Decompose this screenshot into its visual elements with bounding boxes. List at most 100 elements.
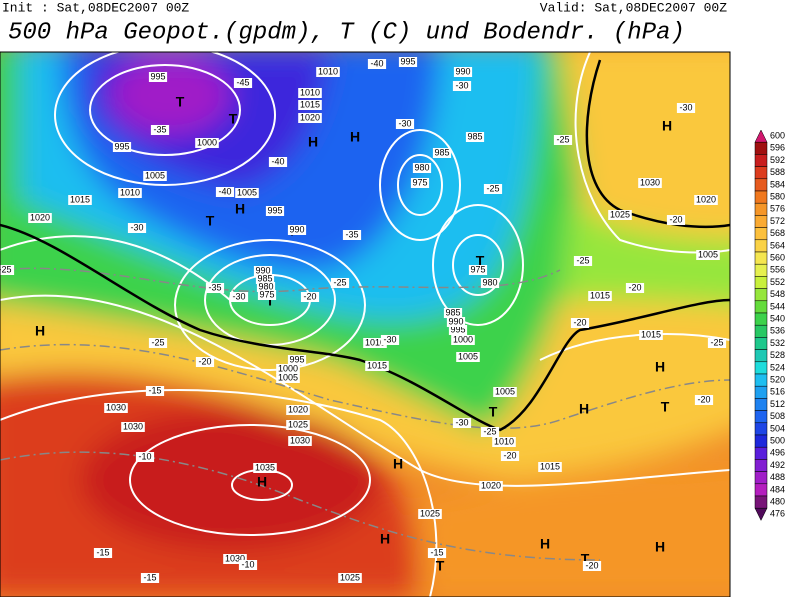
temperature-label-box xyxy=(553,135,573,145)
isobar-label: 985 xyxy=(257,273,272,283)
temperature-label: -15 xyxy=(96,547,109,557)
isobar-label: 980 xyxy=(414,162,429,172)
isobar-label: 995 xyxy=(150,71,165,81)
colorbar-label: 576 xyxy=(770,204,785,214)
temperature-label-box xyxy=(452,81,472,91)
temperature-label-box xyxy=(480,427,500,437)
colorbar-cell xyxy=(754,385,768,399)
colorbar-label: 580 xyxy=(770,191,785,201)
pressure-center: H xyxy=(350,129,360,145)
isobar-label-box xyxy=(104,403,128,413)
isobar-label-box xyxy=(468,265,488,275)
temperature-label: -10 xyxy=(241,559,254,569)
colorbar-label: 476 xyxy=(770,509,785,519)
isobar-label-box xyxy=(432,148,452,158)
isobar-label: 1035 xyxy=(255,462,275,472)
colorbar-label: 572 xyxy=(770,216,785,226)
colorbar-cell xyxy=(754,178,768,192)
colorbar-label: 516 xyxy=(770,387,785,397)
isobar-label-box xyxy=(257,290,277,300)
isobar-label-box xyxy=(265,206,285,216)
isobar-label: 980 xyxy=(258,281,273,291)
isobar-label-box xyxy=(492,437,516,447)
isobar-label: 990 xyxy=(455,66,470,76)
colorbar-cell xyxy=(754,215,768,228)
temperature-label: -20 xyxy=(303,291,316,301)
colorbar-label: 504 xyxy=(770,423,785,433)
isobar-label-box xyxy=(287,355,307,365)
isobar-label-box xyxy=(148,72,168,82)
temperature-label: -25 xyxy=(486,183,499,193)
colorbar-cell xyxy=(754,154,768,167)
colorbar-cell xyxy=(754,324,768,338)
init-time: Init : Sat,08DEC2007 00Z xyxy=(2,0,189,15)
isobar-label-box xyxy=(287,225,307,235)
isobar-label: 1020 xyxy=(481,480,501,490)
temperature-label-box xyxy=(500,451,520,461)
isobar-label-box xyxy=(316,67,340,77)
temperature-label-box xyxy=(140,573,160,583)
pressure-center: T xyxy=(489,404,498,420)
isobar-label-box xyxy=(398,57,418,67)
isobar-label-box xyxy=(448,325,468,335)
pressure-center: H xyxy=(308,134,318,150)
pressure-center: H xyxy=(540,536,550,552)
colorbar-cap xyxy=(754,129,768,143)
isobar-label: 1015 xyxy=(300,99,320,109)
isobar-label: 1015 xyxy=(590,290,610,300)
colorbar-cell xyxy=(754,251,768,265)
isobar-label: 1005 xyxy=(278,372,298,382)
colorbar-cell xyxy=(754,190,768,204)
temperature-label: -30 xyxy=(398,118,411,128)
temperature-label-box xyxy=(380,335,400,345)
colorbar-label: 500 xyxy=(770,435,785,445)
isobar-label-box xyxy=(253,463,277,473)
pressure-center: H xyxy=(257,474,267,490)
isobar-label: 1015 xyxy=(641,329,661,339)
temperature-label-box xyxy=(330,278,350,288)
isobar-label: 1005 xyxy=(458,351,478,361)
colorbar-cell xyxy=(754,483,768,497)
colorbar-label: 488 xyxy=(770,472,785,482)
colorbar-cell xyxy=(754,471,768,485)
pressure-center: T xyxy=(266,293,275,309)
pressure-center: T xyxy=(476,253,485,269)
isobar-label: 1005 xyxy=(495,386,515,396)
colorbar-label: 528 xyxy=(770,350,785,360)
pressure-center: H xyxy=(655,359,665,375)
contour-552 xyxy=(0,223,730,432)
isobar-label-box xyxy=(696,250,720,260)
isobar-label: 1005 xyxy=(145,170,165,180)
temperature-label-box xyxy=(0,265,15,275)
isobar-label-box xyxy=(298,113,322,123)
isobar-label: 1025 xyxy=(288,419,308,429)
temperature-label-box xyxy=(215,187,235,197)
isobar-label-box xyxy=(480,278,500,288)
isobar-label: 1015 xyxy=(367,360,387,370)
isobar-label: 1015 xyxy=(540,461,560,471)
isobar-label-box xyxy=(493,387,517,397)
temperature-label: -30 xyxy=(383,334,396,344)
isobar-label: 990 xyxy=(289,224,304,234)
contour-552-east xyxy=(585,59,730,229)
map-labels: HHHHHHHHHHHHTTTTTTTTTT995995100010051010… xyxy=(0,56,727,583)
temperature-label-box xyxy=(300,292,320,302)
colorbar-label: 492 xyxy=(770,460,785,470)
colorbar-label: 536 xyxy=(770,326,785,336)
isobar-label-box xyxy=(588,291,612,301)
colorbar-cell xyxy=(754,495,768,509)
isobar-label: 1005 xyxy=(237,187,257,197)
temperature-label: -20 xyxy=(628,282,641,292)
temperature-label-box xyxy=(93,548,113,558)
isobar-label-box xyxy=(276,373,300,383)
pressure-center: T xyxy=(176,94,185,110)
temperature-label: -45 xyxy=(236,77,249,87)
isobar-label: 1010 xyxy=(365,337,385,347)
isobar-label-box xyxy=(288,436,312,446)
isobar-label: 995 xyxy=(289,354,304,364)
colorbar-label: 596 xyxy=(770,143,785,153)
temperature-label-box xyxy=(570,318,590,328)
colorbar-label: 544 xyxy=(770,301,785,311)
